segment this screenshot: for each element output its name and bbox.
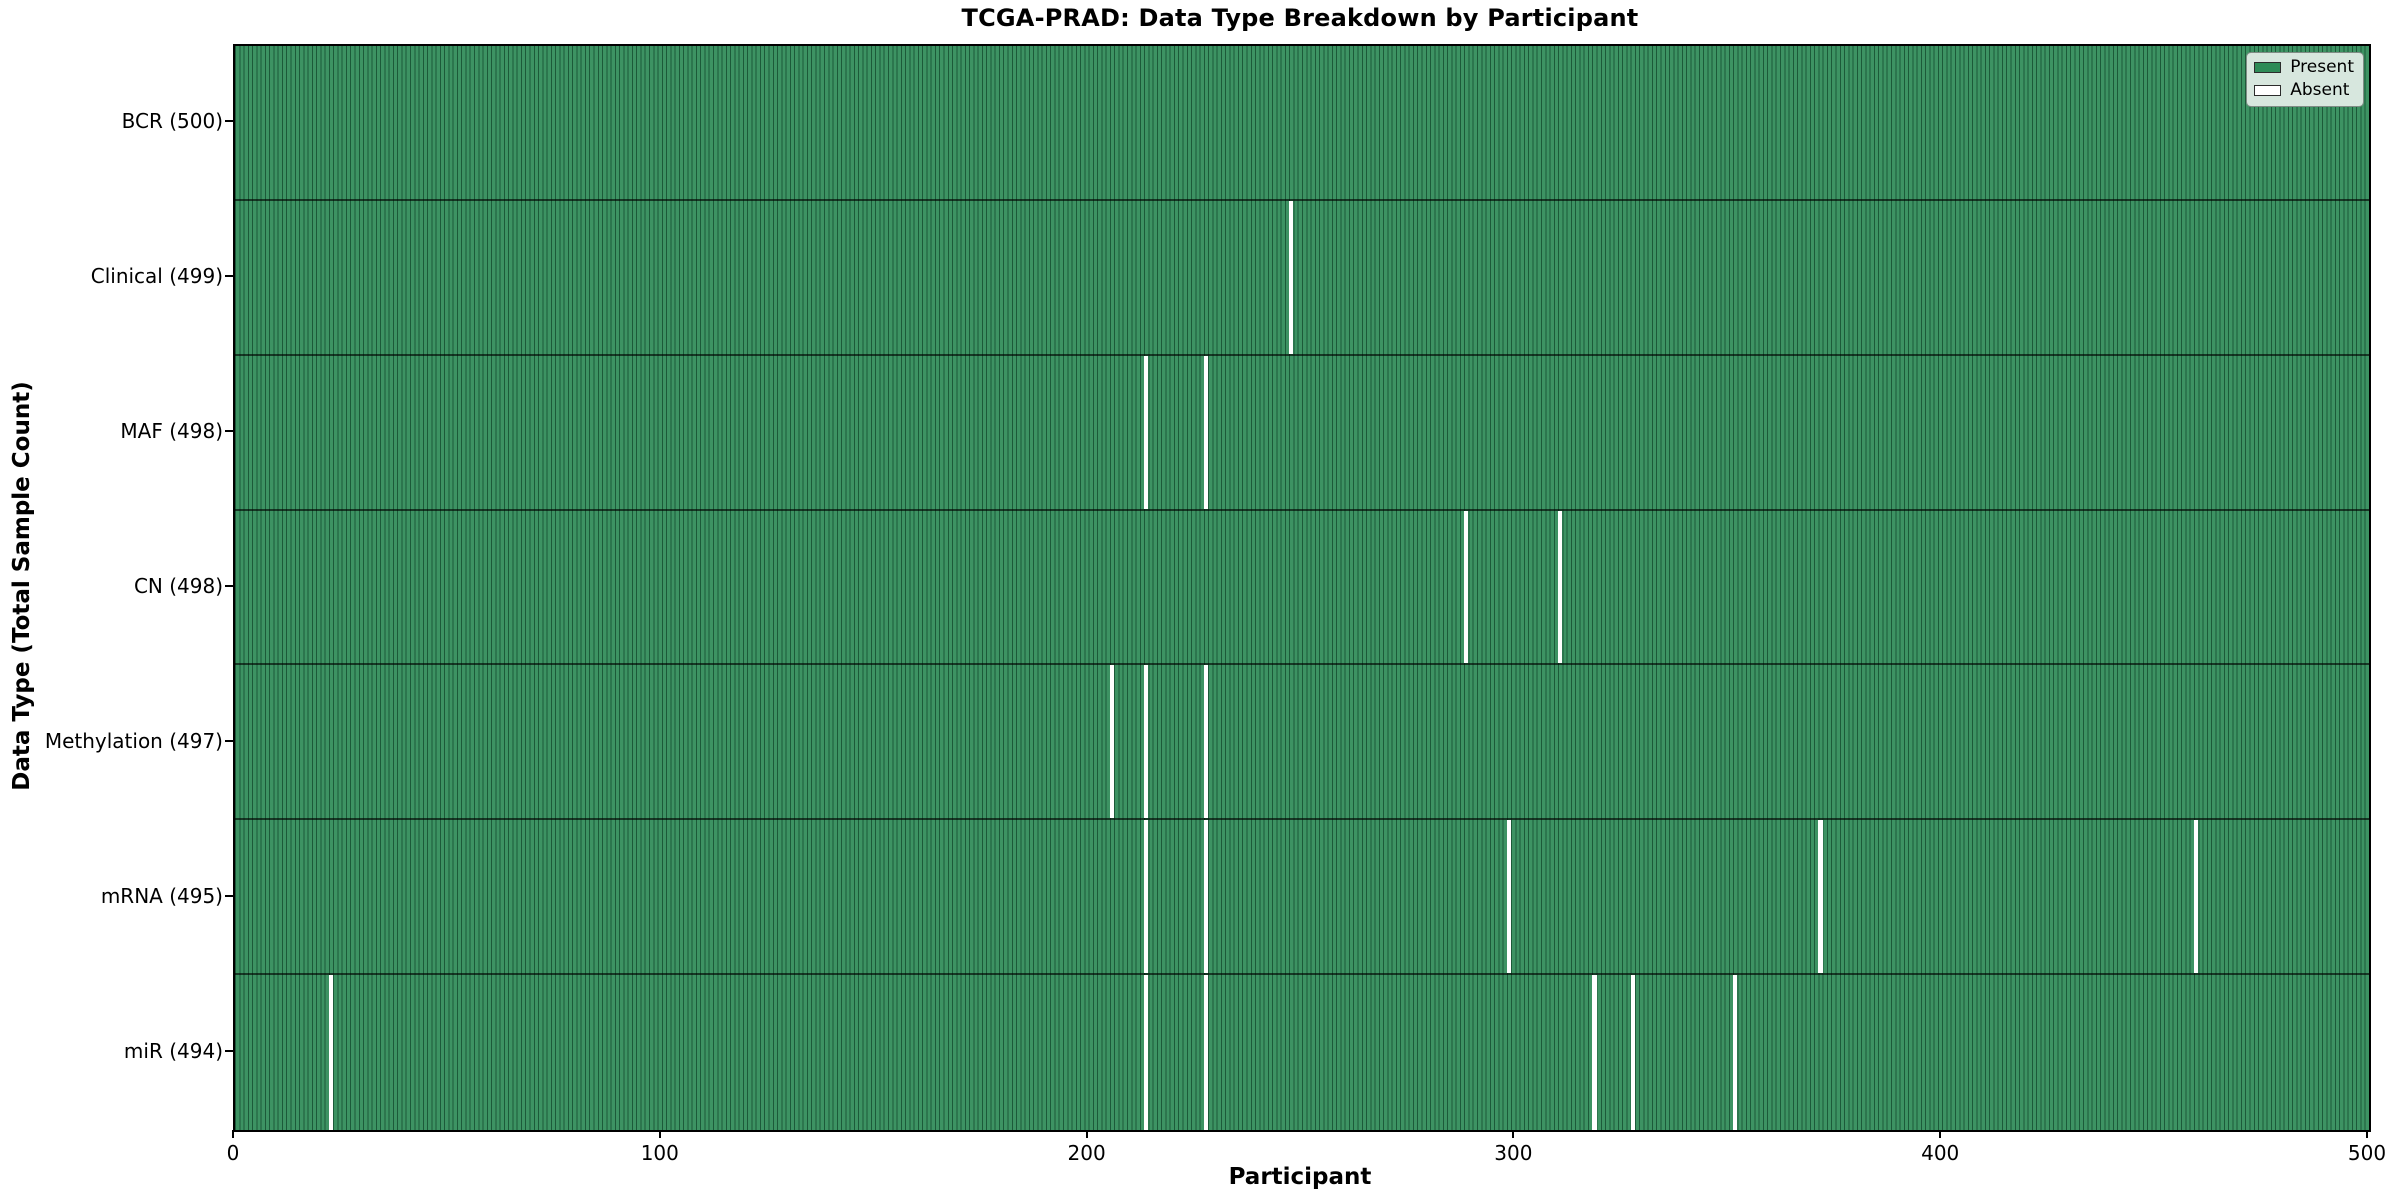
absent-gap-miR-227: [1203, 975, 1209, 1130]
x-tick-label-200: 200: [1067, 1141, 1106, 1165]
x-axis-label: Participant: [1228, 1164, 1372, 1190]
y-tick-label-mRNA: mRNA (495): [100, 883, 223, 908]
absent-gap-miR-327: [1630, 975, 1635, 1130]
absent-gap-miR-351: [1733, 975, 1738, 1130]
x-tick-mark: [658, 1130, 661, 1138]
absent-gap-Clinical-247: [1289, 200, 1294, 354]
y-tick-mark: [225, 275, 233, 278]
y-tick-label-BCR: BCR (500): [121, 109, 223, 134]
legend-absent-swatch: [2254, 85, 2282, 96]
y-tick-mark: [225, 1049, 233, 1052]
legend-present-label: Present: [2290, 57, 2354, 77]
absent-gap-Methylation-227: [1203, 665, 1209, 819]
absent-gap-MAF-213: [1144, 355, 1149, 509]
x-tick-label-100: 100: [640, 1141, 679, 1165]
absent-gap-miR-213: [1144, 975, 1149, 1130]
x-tick-label-0: 0: [226, 1141, 240, 1165]
y-tick-label-miR: miR (494): [123, 1038, 223, 1063]
absent-gap-Methylation-205: [1109, 665, 1115, 819]
x-tick-mark: [1939, 1130, 1942, 1138]
y-tick-mark: [225, 120, 233, 123]
x-tick-mark: [1085, 1130, 1088, 1138]
absent-gap-Methylation-213: [1144, 665, 1149, 819]
x-tick-label-500: 500: [2347, 1141, 2387, 1165]
y-tick-mark: [225, 430, 233, 433]
absent-gap-mRNA-227: [1203, 820, 1209, 974]
row-band-miR: [235, 975, 2369, 1130]
absent-gap-MAF-227: [1203, 355, 1209, 509]
row-band-MAF: [235, 355, 2369, 511]
absent-gap-mRNA-298: [1506, 820, 1512, 974]
y-tick-label-Clinical: Clinical (499): [90, 264, 223, 289]
chart-title: TCGA-PRAD: Data Type Breakdown by Partic…: [961, 4, 1639, 32]
legend: Present Absent: [2246, 52, 2364, 107]
absent-gap-mRNA-459: [2194, 820, 2199, 974]
y-tick-label-Methylation: Methylation (497): [44, 728, 223, 753]
legend-item-present: Present: [2254, 58, 2354, 77]
x-tick-mark: [232, 1130, 234, 1138]
y-tick-label-MAF: MAF (498): [120, 419, 223, 444]
absent-gap-miR-318: [1592, 975, 1597, 1130]
row-band-Clinical: [235, 200, 2369, 356]
legend-item-absent: Absent: [2254, 81, 2354, 100]
y-tick-mark: [225, 585, 233, 587]
row-band-CN: [235, 510, 2369, 666]
legend-absent-label: Absent: [2290, 80, 2350, 100]
absent-gap-CN-288: [1464, 510, 1469, 664]
absent-gap-mRNA-371: [1818, 820, 1823, 974]
y-axis-label: Data Type (Total Sample Count): [9, 381, 35, 791]
x-tick-label-300: 300: [1494, 1141, 1533, 1165]
absent-gap-miR-22: [328, 975, 334, 1130]
x-tick-mark: [1512, 1130, 1515, 1138]
absent-gap-mRNA-213: [1144, 820, 1149, 974]
row-band-Methylation: [235, 665, 2369, 821]
row-band-BCR: [235, 46, 2369, 201]
plot-area: Present Absent: [233, 44, 2371, 1132]
y-tick-label-CN: CN (498): [133, 574, 223, 598]
y-tick-mark: [225, 739, 233, 742]
absent-gap-CN-310: [1558, 510, 1563, 664]
x-tick-mark: [2366, 1130, 2368, 1138]
y-tick-mark: [225, 894, 233, 897]
x-tick-label-400: 400: [1921, 1141, 1960, 1165]
legend-present-swatch: [2254, 62, 2282, 73]
row-band-mRNA: [235, 820, 2369, 976]
